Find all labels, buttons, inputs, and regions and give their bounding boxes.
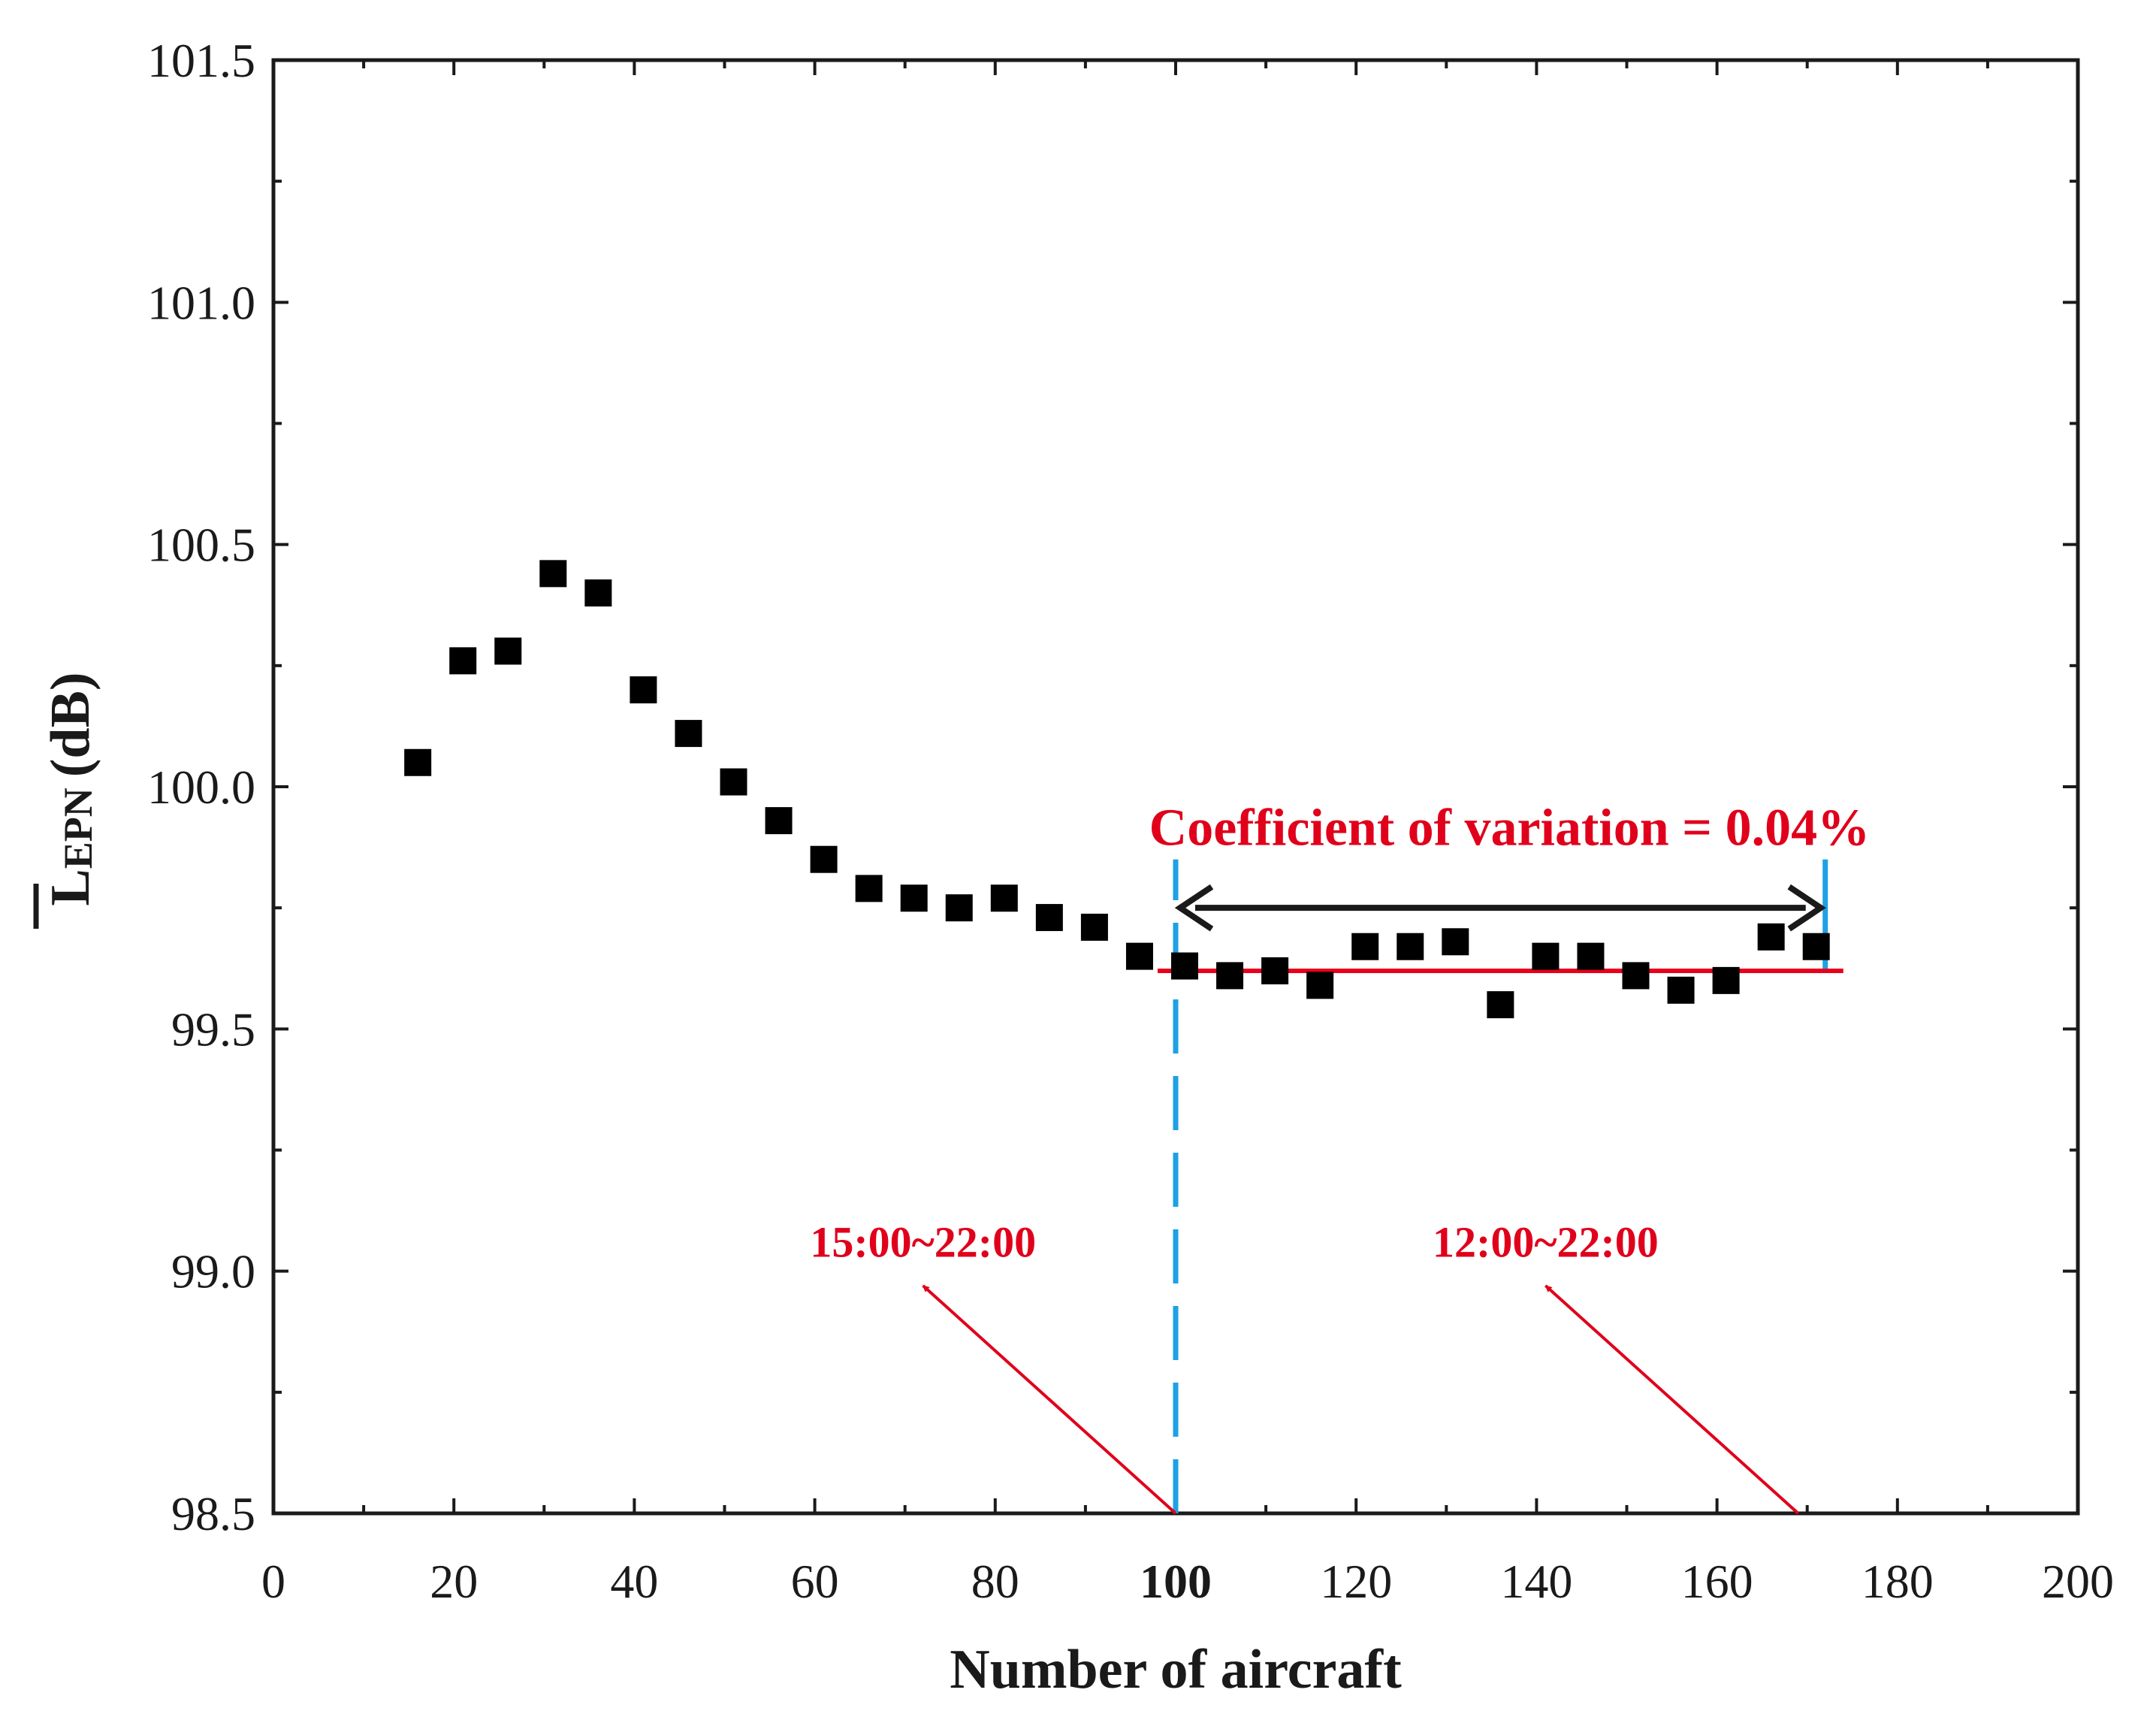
data-point: [1216, 962, 1244, 990]
y-tick-label: 101.0: [147, 276, 255, 329]
time-arrow-1: [922, 1284, 1177, 1515]
data-point: [1306, 972, 1334, 999]
data-point: [1757, 923, 1785, 951]
data-point: [900, 884, 928, 912]
data-point: [494, 637, 522, 665]
x-tick-label: 60: [791, 1555, 839, 1608]
data-point: [855, 875, 883, 902]
data-point: [1622, 962, 1650, 990]
x-tick-label: 180: [1862, 1555, 1934, 1608]
x-tick-label: 160: [1681, 1555, 1753, 1608]
data-point: [404, 748, 432, 776]
data-point: [810, 845, 838, 873]
range-arrow-left-head: [1174, 884, 1214, 932]
y-tick-label: 101.5: [147, 34, 255, 87]
x-axis-title: Number of aircraft: [950, 1639, 1402, 1700]
svg-text:LEPN(dB): LEPN (dB): [40, 672, 101, 905]
y-tick-label: 99.0: [171, 1245, 255, 1298]
data-point: [945, 894, 973, 922]
time-label-1: 15:00~22:00: [810, 1217, 1036, 1266]
plot-area: [271, 58, 2080, 1516]
data-point: [539, 560, 567, 588]
x-tick-label: 0: [261, 1555, 285, 1608]
x-tick-label: 100: [1140, 1555, 1212, 1608]
data-point: [1125, 942, 1153, 970]
data-point: [1667, 976, 1695, 1004]
y-tick-label: 100.0: [147, 760, 255, 814]
y-tick-label: 99.5: [171, 1002, 255, 1056]
data-points: [404, 560, 1830, 1019]
range-arrow-right-head: [1787, 884, 1826, 932]
data-point: [1351, 933, 1379, 960]
axis-ticks: [272, 59, 2079, 1515]
y-tick-labels: 98.5 99.0 99.5 100.0 100.5 101.0 101.5: [147, 34, 255, 1540]
time-arrow-2: [1545, 1284, 1800, 1515]
data-point: [1802, 933, 1830, 960]
cv-label: Coefficient of variation = 0.04%: [1149, 799, 1870, 857]
x-tick-label: 80: [971, 1555, 1019, 1608]
data-point: [1035, 904, 1063, 932]
data-point: [1261, 957, 1289, 984]
x-tick-label: 200: [2042, 1555, 2114, 1608]
x-tick-label: 140: [1500, 1555, 1572, 1608]
data-point: [1712, 966, 1740, 994]
y-axis-title-sub: EPN: [56, 787, 101, 869]
y-axis-title-main: L: [40, 869, 101, 905]
data-point: [1532, 942, 1560, 970]
data-point: [1080, 913, 1108, 941]
data-point: [1171, 952, 1199, 980]
x-tick-labels: 0 20 40 60 80 100 120 140 160 180 200: [261, 1555, 2114, 1608]
data-point: [1397, 933, 1424, 960]
data-point: [449, 647, 477, 675]
data-point: [765, 807, 793, 835]
time-label-2: 12:00~22:00: [1433, 1217, 1659, 1266]
y-tick-label: 100.5: [147, 518, 255, 572]
data-point: [990, 884, 1018, 912]
data-point: [584, 579, 612, 607]
y-axis-title-unit: (dB): [40, 672, 101, 777]
y-axis-title: LEPN (dB): [33, 672, 101, 929]
data-point: [1442, 928, 1469, 956]
data-point: [720, 768, 747, 796]
x-tick-label: 120: [1320, 1555, 1392, 1608]
data-point: [1487, 991, 1514, 1019]
x-tick-label: 40: [610, 1555, 658, 1608]
data-point: [675, 720, 702, 748]
y-tick-label: 98.5: [171, 1487, 255, 1540]
data-point: [630, 676, 657, 704]
x-tick-label: 20: [430, 1555, 478, 1608]
data-point: [1577, 942, 1605, 970]
